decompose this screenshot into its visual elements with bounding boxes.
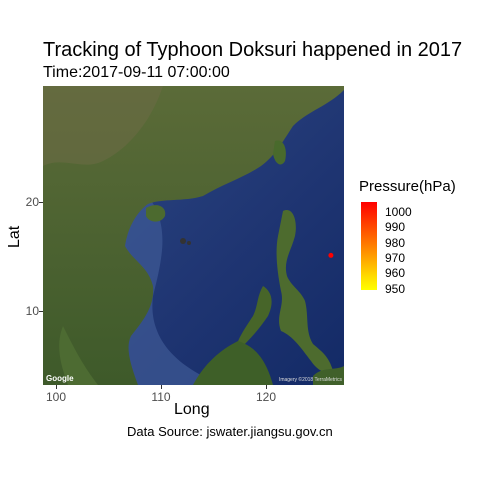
legend-label-1000: 1000 — [385, 205, 412, 219]
y-tick-10: 10 — [25, 304, 39, 318]
map-panel[interactable]: Google Imagery ©2018 TerraMetrics — [43, 86, 344, 385]
x-tick-mark — [161, 385, 162, 389]
x-tick-mark — [266, 385, 267, 389]
chart-subtitle: Time:2017-09-11 07:00:00 — [43, 64, 230, 81]
x-tick-mark — [56, 385, 57, 389]
legend-title: Pressure(hPa) — [359, 178, 456, 195]
typhoon-track-point — [328, 252, 334, 258]
y-tick-20: 20 — [25, 195, 39, 209]
x-tick-100: 100 — [45, 390, 67, 404]
x-tick-120: 120 — [255, 390, 277, 404]
legend-label-990: 990 — [385, 220, 406, 234]
satellite-map — [43, 86, 344, 385]
track-points — [328, 252, 334, 258]
google-logo: Google — [46, 374, 74, 383]
legend-label-950: 950 — [385, 282, 406, 296]
legend-label-970: 970 — [385, 251, 406, 265]
data-source-caption: Data Source: jswater.jiangsu.gov.cn — [127, 424, 333, 439]
x-tick-110: 110 — [151, 390, 171, 404]
y-axis-label-text: Lat — [6, 225, 23, 248]
imagery-credit: Imagery ©2018 TerraMetrics — [278, 377, 342, 383]
y-tick-mark — [39, 311, 43, 312]
legend-colorbar — [361, 202, 377, 290]
legend-label-980: 980 — [385, 236, 406, 250]
y-tick-mark — [39, 202, 43, 203]
y-axis-label: Lat — [6, 208, 24, 248]
chart-title: Tracking of Typhoon Doksuri happened in … — [43, 39, 463, 61]
legend-label-960: 960 — [385, 266, 406, 280]
x-axis-label: Long — [174, 401, 210, 418]
